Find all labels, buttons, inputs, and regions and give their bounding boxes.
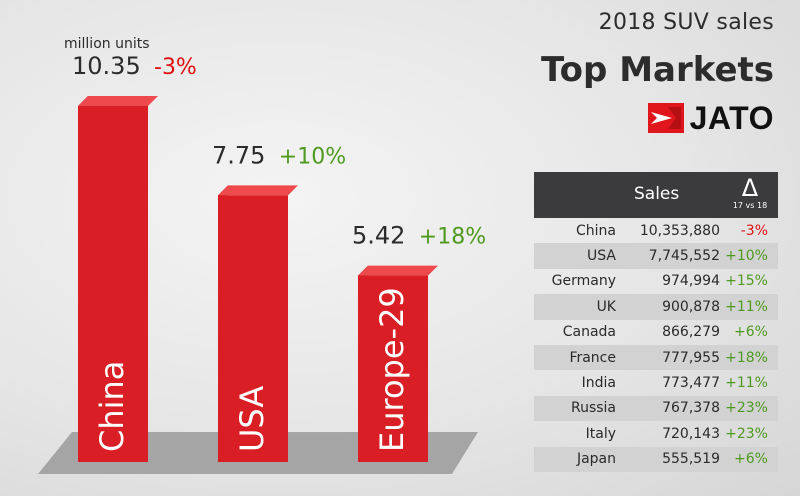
table-cell-country: Japan	[576, 451, 616, 468]
table-cell-change: +11%	[725, 375, 768, 392]
table-row: France 777,955 +18%	[534, 344, 778, 371]
category-label: USA	[233, 386, 271, 452]
bar-top	[358, 265, 438, 276]
value-label: 10.35	[72, 52, 141, 80]
table-row: China 10,353,880 -3%	[534, 218, 778, 243]
chart-subtitle: Top Markets	[540, 50, 774, 90]
table-cell-change: +18%	[725, 349, 768, 366]
table-cell-sales: 974,994	[662, 273, 720, 290]
category-label: Europe-29	[373, 287, 411, 452]
table-cell-country: India	[581, 375, 616, 392]
chart-title: 2018 SUV sales	[598, 10, 774, 35]
table-header: Sales Δ 17 vs 18	[534, 172, 778, 218]
header-sales: Sales	[634, 184, 680, 204]
table-cell-country: China	[576, 222, 616, 239]
table-row: Japan 555,519 +6%	[534, 446, 778, 472]
table-cell-change: +6%	[734, 324, 768, 341]
table-row: India 773,477 +11%	[534, 370, 778, 395]
header-delta-sub: 17 vs 18	[732, 201, 768, 210]
table-row: Italy 720,143 +23%	[534, 421, 778, 446]
bar-top	[218, 185, 298, 196]
table-cell-sales: 720,143	[662, 425, 720, 442]
sales-table: Sales Δ 17 vs 18 China 10,353,880 -3% USA 7,…	[534, 172, 778, 472]
table-cell-country: UK	[596, 298, 616, 315]
table-cell-change: +15%	[725, 273, 768, 290]
table-row: UK 900,878 +11%	[534, 294, 778, 320]
table-cell-sales: 866,279	[662, 324, 720, 341]
category-label: China	[93, 361, 131, 452]
unit-label: million units	[64, 36, 150, 52]
table-cell-country: Germany	[551, 273, 616, 290]
table-row: Russia 767,378 +23%	[534, 395, 778, 422]
bar	[218, 195, 288, 463]
table-row: Germany 974,994 +15%	[534, 269, 778, 294]
table-row: Canada 866,279 +6%	[534, 320, 778, 345]
table-cell-sales: 767,378	[662, 400, 720, 417]
table-cell-sales: 777,955	[662, 349, 720, 366]
table-cell-change: +23%	[725, 400, 768, 417]
table-cell-change: +6%	[734, 451, 768, 468]
table-body: China 10,353,880 -3% USA 7,745,552 +10% German…	[534, 218, 778, 472]
table-cell-change: +11%	[725, 298, 768, 315]
value-label: 5.42	[352, 222, 405, 250]
table-cell-country: Italy	[585, 425, 616, 442]
table-cell-sales: 10,353,880	[639, 222, 720, 239]
table-cell-country: Canada	[562, 324, 616, 341]
table-row: USA 7,745,552 +10%	[534, 243, 778, 269]
table-cell-country: France	[569, 349, 616, 366]
table-cell-sales: 773,477	[662, 375, 720, 392]
bar	[78, 106, 148, 462]
change-label: +10%	[279, 144, 346, 169]
table-cell-change: +10%	[725, 248, 768, 265]
jato-logo-icon	[647, 103, 684, 133]
bar-top	[78, 96, 158, 106]
change-label: -3%	[154, 55, 197, 80]
table-cell-country: Russia	[570, 400, 616, 417]
table-cell-change: -3%	[740, 222, 768, 239]
table-cell-change: +23%	[725, 425, 768, 442]
brand-name: JATO	[689, 99, 774, 136]
table-cell-sales: 555,519	[662, 451, 720, 468]
table-cell-country: USA	[587, 248, 616, 265]
change-label: +18%	[419, 225, 486, 250]
jato-logo: JATO	[647, 99, 774, 136]
value-label: 7.75	[212, 141, 265, 169]
table-cell-sales: 900,878	[662, 298, 720, 315]
table-cell-sales: 7,745,552	[648, 248, 720, 265]
header-delta: Δ 17 vs 18	[732, 175, 768, 210]
delta-icon: Δ	[741, 174, 759, 202]
bar	[358, 275, 428, 462]
